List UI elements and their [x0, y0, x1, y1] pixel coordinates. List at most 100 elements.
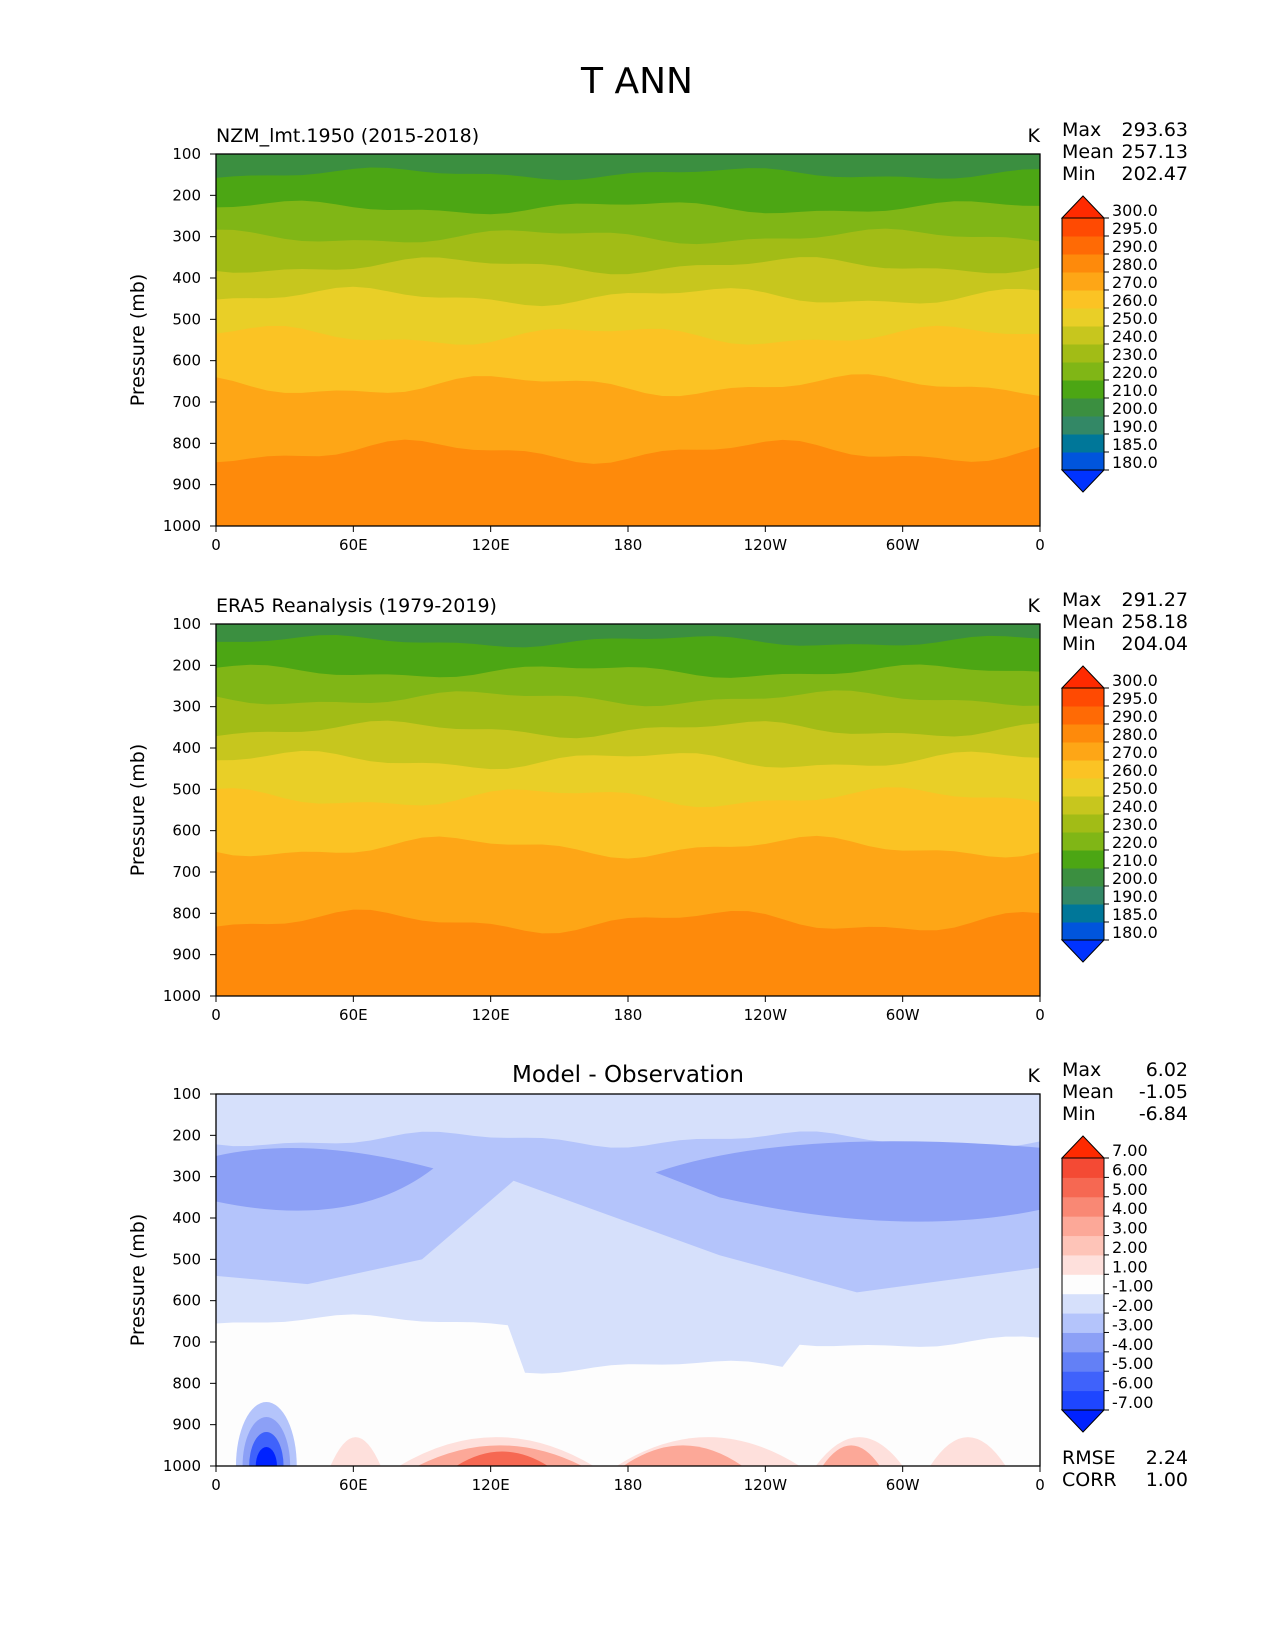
panels: 0 60E 120E 180 120W 60W 0 100 200 300 400 500 600 700… [127, 119, 1188, 1494]
colorbar-swatch [1062, 236, 1104, 255]
colorbar-swatch [1062, 1313, 1104, 1333]
metric-label: CORR [1062, 1469, 1117, 1491]
colorbar-label: 295.0 [1112, 219, 1158, 238]
stat-value: 6.02 [1146, 1059, 1188, 1081]
metric-label: RMSE [1062, 1447, 1116, 1469]
colorbar-swatch [1062, 1216, 1104, 1237]
stat-value: 291.27 [1122, 589, 1188, 611]
y-tick-label: 800 [172, 904, 201, 922]
colorbar-swatch [1062, 362, 1104, 381]
colorbar-label: 280.0 [1112, 725, 1158, 744]
y-tick-label: 400 [172, 1209, 201, 1227]
stat-value: 202.47 [1122, 163, 1188, 185]
colorbar-min-extension [1060, 939, 1106, 963]
colorbar-min-extension [1060, 469, 1106, 493]
colorbar-label: 240.0 [1112, 797, 1158, 816]
colorbar-label: 295.0 [1112, 689, 1158, 708]
y-tick-label: 400 [172, 739, 201, 757]
y-tick-label: 200 [172, 656, 201, 674]
y-tick-label: 500 [172, 310, 201, 328]
panel-3: 0 60E 120E 180 120W 60W 0 100 200 300 400 500 600 700… [127, 1059, 1188, 1494]
stat-value: 257.13 [1122, 141, 1188, 163]
y-tick-label: 100 [172, 1085, 201, 1103]
colorbar-label: -1.00 [1112, 1277, 1153, 1296]
y-tick-label: 700 [172, 863, 201, 881]
x-tick-label: 60E [339, 536, 368, 554]
colorbar-label: 230.0 [1112, 345, 1158, 364]
x-tick-label: 180 [614, 1476, 643, 1494]
colorbar-frame [1061, 1157, 1105, 1411]
panel-2: 0 60E 120E 180 120W 60W 0 100 200 300 400 500 600 700… [127, 589, 1188, 1024]
colorbar-label: -3.00 [1112, 1315, 1153, 1334]
y-tick-label: 300 [172, 698, 201, 716]
y-tick-label: 800 [172, 1374, 201, 1392]
colorbar-label: 280.0 [1112, 255, 1158, 274]
colorbar-label: 220.0 [1112, 363, 1158, 382]
y-tick-label: 900 [172, 946, 201, 964]
contour-band [655, 1141, 1040, 1222]
colorbar-label: 250.0 [1112, 309, 1158, 328]
colorbar-label: 260.0 [1112, 291, 1158, 310]
contour-field [216, 1094, 1040, 1466]
metric-value: 2.24 [1146, 1447, 1188, 1469]
y-tick-label: 1000 [163, 987, 201, 1005]
colorbar-label: 3.00 [1112, 1219, 1148, 1238]
colorbar-swatch [1062, 832, 1104, 851]
colorbar-swatch [1062, 922, 1104, 941]
colorbar-label: 2.00 [1112, 1238, 1148, 1257]
panel-title: ERA5 Reanalysis (1979-2019) [216, 595, 497, 617]
y-tick-label: 300 [172, 1168, 201, 1186]
contour-band [216, 1148, 434, 1211]
y-tick-label: 700 [172, 1333, 201, 1351]
x-tick-label: 60W [886, 536, 920, 554]
colorbar-label: 240.0 [1112, 327, 1158, 346]
y-tick-label: 400 [172, 269, 201, 287]
colorbar-label: -6.00 [1112, 1374, 1153, 1393]
contour-band [930, 1437, 1006, 1466]
colorbar-label: 260.0 [1112, 761, 1158, 780]
y-tick-label: 300 [172, 228, 201, 246]
y-axis-label: Pressure (mb) [127, 1214, 149, 1347]
stat-value: 293.63 [1122, 119, 1188, 141]
colorbar-max-extension [1060, 1135, 1106, 1159]
stat-label: Mean [1062, 1081, 1114, 1103]
stat-label: Min [1062, 163, 1096, 185]
x-tick-label: 0 [1035, 1006, 1045, 1024]
y-tick-label: 1000 [163, 1457, 201, 1475]
x-tick-label: 60W [886, 1006, 920, 1024]
contour-band [216, 1314, 1040, 1466]
colorbar-swatch [1062, 1177, 1104, 1198]
y-tick-label: 800 [172, 434, 201, 452]
colorbar-swatch [1062, 904, 1104, 923]
stat-value: 258.18 [1122, 611, 1188, 633]
colorbar-label: -4.00 [1112, 1335, 1153, 1354]
stat-label: Max [1062, 119, 1101, 141]
colorbar-swatch [1062, 398, 1104, 417]
metric-value: 1.00 [1146, 1469, 1188, 1491]
colorbar-swatch [1062, 706, 1104, 725]
colorbar-label: 250.0 [1112, 779, 1158, 798]
figure-title: T ANN [580, 61, 693, 102]
contour-band [456, 1451, 548, 1466]
colorbar-label: 210.0 [1112, 381, 1158, 400]
units-label: K [1028, 595, 1041, 617]
colorbar-swatch [1062, 1293, 1104, 1314]
stat-value: -6.84 [1139, 1103, 1188, 1125]
colorbar-label: 290.0 [1112, 237, 1158, 256]
colorbar-swatch [1062, 886, 1104, 905]
colorbar-label: 210.0 [1112, 851, 1158, 870]
colorbar-swatch [1062, 1196, 1104, 1217]
colorbar-swatch [1062, 1158, 1104, 1178]
y-tick-label: 1000 [163, 517, 201, 535]
colorbar-swatch [1062, 850, 1104, 869]
colorbar-swatch [1062, 1254, 1104, 1275]
colorbar-swatch [1062, 1371, 1104, 1392]
colorbar-swatch [1062, 416, 1104, 435]
colorbar-swatch [1062, 1274, 1104, 1295]
x-tick-label: 0 [1035, 1476, 1045, 1494]
contour-band [623, 1445, 743, 1466]
colorbar-label: 180.0 [1112, 453, 1158, 472]
contour-band [216, 439, 1040, 526]
y-tick-label: 600 [172, 352, 201, 370]
